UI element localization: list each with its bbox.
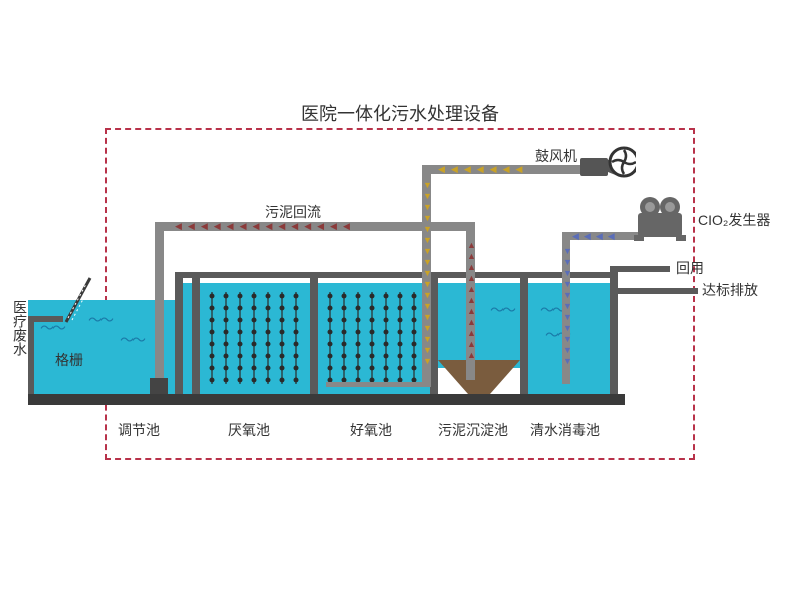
tank1-label: 调节池 xyxy=(118,420,160,440)
anaerobic-media xyxy=(206,290,304,388)
tank4-water xyxy=(438,283,520,368)
tank4-label: 污泥沉淀池 xyxy=(438,420,508,440)
tank3-label: 好氧池 xyxy=(350,420,392,440)
reuse-label: 回用 xyxy=(676,258,704,278)
diagram-title: 医院一体化污水处理设备 xyxy=(301,100,499,126)
blower-label: 鼓风机 xyxy=(535,146,577,166)
tank2-label: 厌氧池 xyxy=(228,420,270,440)
wave-tank1: 〜〜 xyxy=(120,330,144,350)
tank-left-outer xyxy=(175,272,183,394)
lift-pump xyxy=(150,378,168,394)
clo2-arrows-h: ◀◀◀◀ xyxy=(572,231,620,242)
clo2-generator-icon xyxy=(632,195,692,243)
return-pipe-up xyxy=(155,222,164,394)
wave-tank4: 〜〜 xyxy=(490,300,514,320)
ground-main xyxy=(175,394,625,405)
tank-div-3 xyxy=(520,272,528,394)
diagram-canvas: 医院一体化污水处理设备 xyxy=(0,0,800,600)
air-arrows-v: ▼▼▼▼▼▼▼▼▼▼▼▼▼▼▼▼▼ xyxy=(423,180,432,367)
discharge-label: 达标排放 xyxy=(702,280,758,300)
tank5-label: 清水消毒池 xyxy=(530,420,600,440)
wave-tank5a: 〜〜 xyxy=(540,300,564,320)
lift-water xyxy=(183,283,192,394)
tank-left-inner xyxy=(192,272,200,394)
return-arrows: ◀◀◀◀◀◀◀◀◀◀◀◀◀◀ xyxy=(175,221,356,232)
gen-label: CIO₂发生器 xyxy=(698,210,770,230)
clo2-arrows-v: ▼▼▼▼▼▼▼▼▼▼▼ xyxy=(563,246,572,367)
sed-up-arrows: ▲▲▲▲▲▲▲▲▲▲▲ xyxy=(467,240,476,361)
return-label: 污泥回流 xyxy=(265,202,321,222)
tank-top-rim xyxy=(175,272,618,278)
wave-inlet2: 〜〜 xyxy=(88,310,112,330)
discharge-pipe xyxy=(610,288,698,294)
reuse-pipe xyxy=(610,266,670,272)
air-arrows-h: ◀◀◀◀◀◀◀ xyxy=(438,164,528,175)
tank-div-1 xyxy=(310,272,318,394)
wave-inlet: 〜〜 xyxy=(40,318,64,338)
inlet-label: 医疗废水 xyxy=(10,300,30,356)
aerobic-media xyxy=(324,290,424,388)
blower-icon xyxy=(578,146,636,186)
air-diffuser xyxy=(326,382,430,387)
grating-label: 格栅 xyxy=(55,350,83,370)
ground-left xyxy=(28,394,186,405)
sludge-hopper xyxy=(438,360,520,394)
